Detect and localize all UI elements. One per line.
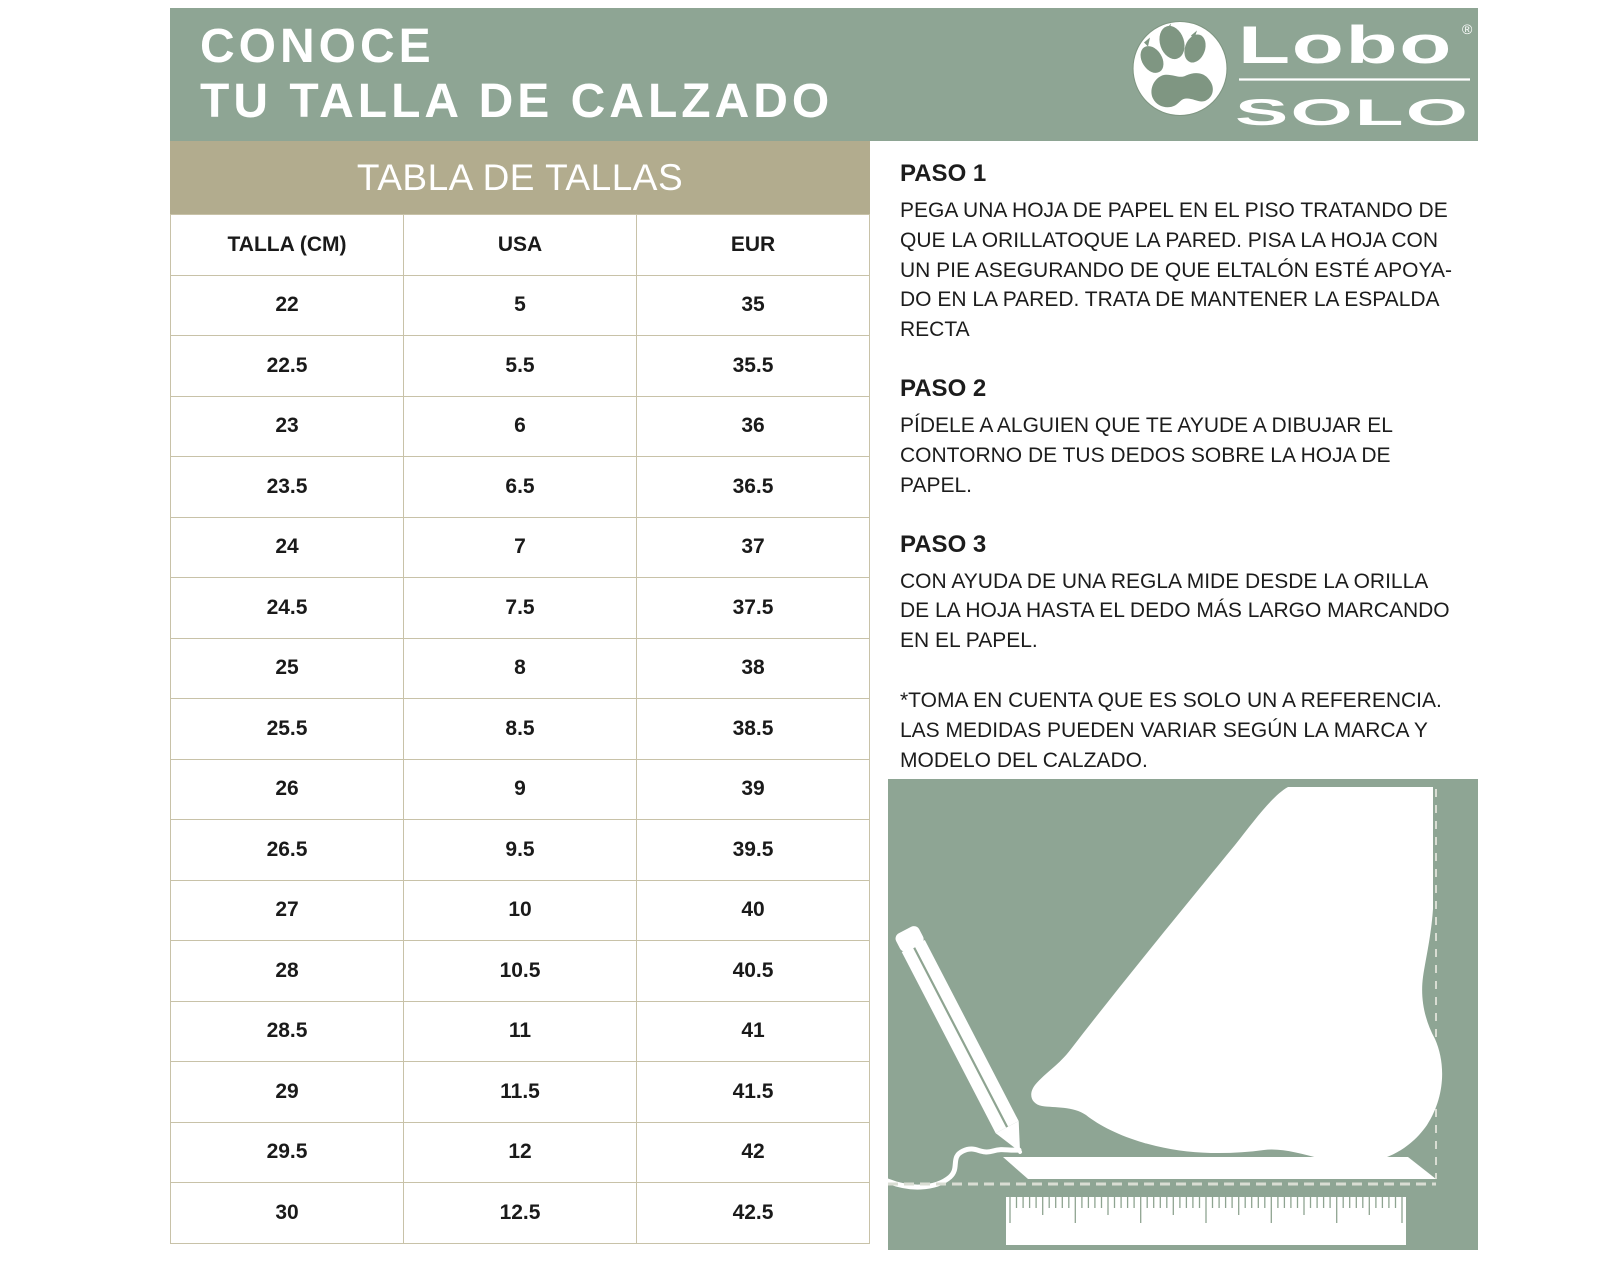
svg-text:Lobo: Lobo xyxy=(1238,16,1453,75)
svg-text:SOLO: SOLO xyxy=(1235,92,1470,133)
svg-text:®: ® xyxy=(1462,21,1473,37)
